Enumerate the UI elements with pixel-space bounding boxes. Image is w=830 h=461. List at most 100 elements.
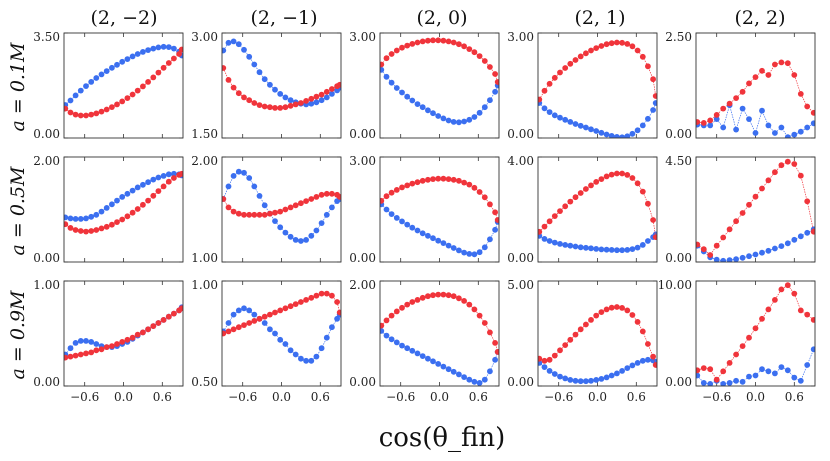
y-tick-label-r2-c3-1: 5.00 [507,278,534,292]
point-blue-r0-c0-12 [124,56,131,62]
point-red-r0-c2-17 [466,46,473,52]
point-blue-r2-c2-8 [419,353,426,359]
point-red-r2-c0-9 [109,343,115,349]
point-blue-r2-c3-18 [629,362,636,369]
point-blue-r1-c0-7 [98,208,105,215]
point-red-r2-c1-12 [282,305,289,312]
point-red-r0-c4-18 [810,109,815,116]
point-red-r0-c2-8 [419,38,426,45]
point-red-r0-c1-2 [230,84,237,91]
point-red-r1-c0-20 [165,178,172,185]
point-red-r2-c0-0 [64,354,69,361]
series-blue-r1-c1 [222,168,341,244]
point-red-r0-c1-15 [298,100,304,106]
point-red-r0-c1-9 [267,104,273,111]
point-blue-r2-c3-12 [598,376,605,382]
point-red-r0-c2-22 [492,71,498,77]
point-red-r2-c4-8 [746,334,752,341]
point-red-r2-c1-18 [313,292,320,299]
point-red-r0-c3-9 [583,50,589,57]
point-red-r1-c2-8 [419,177,426,184]
point-blue-r0-c1-12 [282,94,289,101]
point-blue-r1-c2-4 [399,218,405,225]
point-blue-r2-c4-6 [733,377,739,384]
point-blue-r0-c0-10 [114,61,120,68]
point-blue-r2-c1-6 [251,311,258,318]
point-red-r1-c4-13 [778,162,785,169]
point-blue-r2-c1-20 [323,334,330,341]
point-red-r0-c2-11 [435,37,442,44]
point-blue-r0-c3-12 [598,129,605,136]
series-line-red-r1-c0 [65,173,182,232]
point-blue-r2-c1-5 [246,307,253,314]
point-blue-r1-c0-11 [119,194,126,200]
point-blue-r1-c0-15 [140,181,146,188]
point-blue-r0-c1-0 [222,47,227,54]
point-red-r2-c3-13 [603,306,610,313]
series-line-blue-r0-c0 [65,46,182,106]
point-blue-r1-c3-11 [593,246,600,252]
panel-r0-c3: 0.00 3.00 [507,30,658,141]
point-red-r0-c2-18 [471,49,478,56]
point-red-r2-c0-14 [134,331,141,338]
point-red-r1-c3-20 [639,188,646,195]
point-blue-r1-c4-14 [784,240,791,247]
point-blue-r1-c2-10 [430,235,436,242]
point-red-r0-c0-17 [150,74,157,81]
point-blue-r1-c0-1 [67,215,74,222]
point-red-r0-c0-15 [140,83,146,90]
point-red-r2-c1-17 [308,294,315,301]
point-red-r0-c3-8 [577,53,584,60]
point-red-r2-c2-0 [380,322,385,329]
point-red-r1-c0-17 [150,192,157,199]
point-red-r2-c0-7 [98,346,105,353]
point-blue-r0-c0-4 [83,83,89,89]
point-red-r0-c3-1 [541,87,548,94]
column-title-0: (2, −2) [90,7,157,29]
point-blue-r2-c3-8 [577,378,584,385]
point-red-r0-c1-20 [323,88,330,95]
y-tick-label-r2-c1-0: 0.50 [191,375,218,389]
point-red-r0-c0-10 [114,101,120,108]
point-red-r2-c3-21 [645,341,651,347]
row-label-1: a = 0.5M [7,166,29,256]
point-red-r0-c3-3 [551,74,558,81]
point-red-r1-c2-23 [494,217,499,223]
point-blue-r0-c4-12 [772,130,778,136]
point-blue-r1-c0-14 [134,184,141,191]
point-red-r1-c2-2 [388,189,395,196]
point-red-r0-c4-6 [733,95,739,101]
point-blue-r2-c3-5 [562,375,569,382]
point-blue-r2-c3-7 [572,377,579,384]
point-blue-r2-c1-21 [329,324,335,331]
point-blue-r1-c4-16 [797,233,804,240]
point-red-r1-c3-17 [624,172,631,178]
point-blue-r1-c0-3 [77,216,84,222]
point-red-r2-c4-5 [726,360,733,366]
x-tick-label-c4-0: −0.6 [702,390,731,404]
point-red-r1-c0-13 [129,209,136,216]
point-blue-r2-c4-18 [810,346,815,353]
series-line-blue-r2-c1 [223,307,340,362]
point-red-r1-c1-4 [241,211,247,218]
point-red-r0-c4-13 [778,59,785,66]
point-blue-r0-c4-2 [707,122,714,129]
y-tick-label-r2-c4-0: 0.00 [665,375,692,389]
point-blue-r1-c3-4 [557,241,563,247]
point-red-r1-c4-12 [772,169,778,176]
point-blue-r0-c4-16 [797,128,804,135]
point-red-r1-c1-10 [272,209,278,216]
panel-frame-r0-c4 [695,32,816,139]
point-red-r0-c0-20 [165,60,172,66]
series-blue-r2-c2 [380,328,499,386]
point-red-r0-c2-5 [404,42,411,49]
point-red-r2-c3-16 [619,305,625,311]
point-red-r2-c3-3 [551,352,558,359]
point-red-r0-c3-16 [619,39,625,46]
point-red-r2-c2-4 [399,304,405,311]
point-red-r2-c4-12 [772,297,778,303]
series-red-r2-c3 [538,304,657,368]
x-tick-label-c0-1: 0.0 [114,390,133,404]
point-red-r0-c1-1 [225,77,232,83]
point-blue-r1-c2-5 [404,221,411,228]
